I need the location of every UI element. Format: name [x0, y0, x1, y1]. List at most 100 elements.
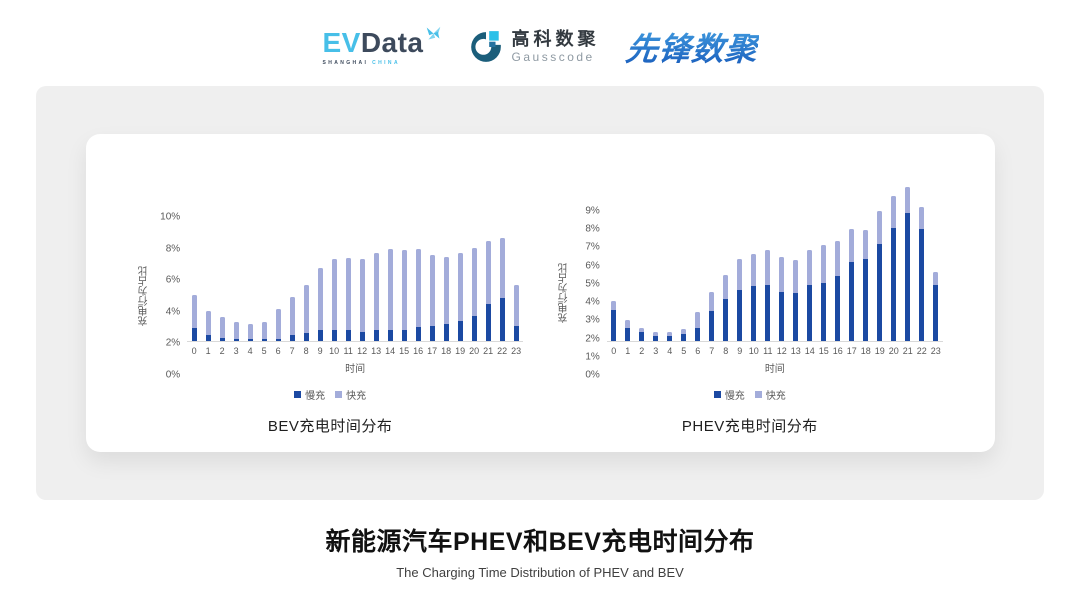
bar-hour-8 [719, 275, 733, 341]
bar-segment-slow [891, 228, 897, 341]
bar-hour-7 [285, 296, 299, 341]
bar-segment-fast [205, 311, 211, 335]
bar-hour-23 [509, 284, 523, 341]
bar-segment-fast [233, 322, 239, 340]
bar-hour-13 [789, 259, 803, 341]
bar-segment-fast [387, 249, 393, 330]
x-tick-label: 11 [343, 346, 353, 356]
bar-segment-fast [695, 312, 701, 328]
bar-segment-slow [807, 285, 813, 341]
x-tick-label: 9 [737, 346, 743, 356]
phev-chart-title: PHEV充电时间分布 [681, 418, 818, 435]
bar-segment-slow [667, 335, 673, 341]
bar-segment-fast [681, 328, 687, 335]
x-tick-label: 13 [371, 346, 382, 356]
bar-segment-fast [639, 327, 645, 333]
x-tick-label: 16 [413, 346, 424, 356]
y-tick-label: 10% [160, 211, 181, 223]
bar-segment-slow [919, 229, 925, 341]
x-tick-label: 7 [709, 346, 715, 356]
x-tick-label: 0 [611, 346, 617, 356]
x-tick-label: 2 [219, 346, 225, 356]
bar-segment-slow [303, 333, 309, 341]
evdata-sub-shanghai: SHANGHAI [322, 59, 369, 66]
bar-hour-13 [369, 252, 383, 341]
bar-segment-fast [891, 196, 897, 229]
bar-segment-fast [919, 206, 925, 230]
bar-hour-4 [243, 323, 257, 341]
y-tick-label: 6% [585, 260, 600, 272]
bev-chart: 充电行为占比 0% 2% 4% 6% 8% 10% 0 1 2 3 4 5 6 7 8 9 10 11 12 13 1… [137, 184, 524, 436]
y-tick-label: 2% [165, 337, 181, 349]
x-tick-label: 18 [860, 346, 871, 356]
legend-label: 快充 [346, 391, 367, 402]
bar-segment-slow [373, 330, 379, 341]
x-tick-label: 0 [191, 346, 197, 356]
bar-segment-slow [765, 285, 771, 341]
bar-segment-slow [681, 334, 687, 341]
bar-segment-slow [639, 332, 645, 341]
bev-plot-area [187, 184, 524, 342]
bar-hour-5 [677, 328, 691, 341]
x-tick-label: 4 [667, 346, 673, 356]
bar-hour-3 [229, 322, 243, 341]
bar-segment-fast [807, 249, 813, 286]
bar-hour-16 [411, 249, 425, 341]
legend-item-slow: 慢充 [294, 387, 325, 402]
bar-hour-9 [313, 267, 327, 341]
bar-segment-fast [303, 284, 309, 334]
phev-y-axis-ticks: 0% 1% 2% 3% 4% 5% 6% 7% 8% 9% [573, 206, 607, 381]
legend-label: 慢充 [305, 391, 326, 402]
bar-hour-6 [691, 312, 705, 341]
x-tick-label: 5 [681, 346, 687, 356]
bar-hour-20 [887, 196, 901, 341]
bar-segment-fast [821, 245, 827, 283]
x-tick-label: 19 [455, 346, 466, 356]
bar-segment-fast [317, 267, 323, 330]
bar-segment-slow [359, 331, 365, 341]
bar-hour-12 [355, 258, 369, 341]
x-tick-label: 16 [832, 346, 843, 356]
bar-hour-1 [621, 319, 635, 341]
bar-segment-slow [261, 339, 267, 341]
bar-segment-slow [821, 282, 827, 341]
bev-x-axis-label: 时间 [345, 364, 366, 375]
legend-label: 快充 [765, 391, 786, 402]
bar-segment-fast [331, 258, 337, 331]
charts-panel: 充电行为占比 0% 2% 4% 6% 8% 10% 0 1 2 3 4 5 6 7 8 9 10 11 12 13 1… [36, 86, 1044, 500]
bar-hour-15 [397, 249, 411, 341]
bar-segment-slow [863, 259, 869, 341]
xianfeng-logo: 先锋数聚 [623, 24, 760, 70]
x-tick-label: 6 [275, 346, 281, 356]
bar-segment-fast [751, 253, 757, 287]
x-tick-label: 8 [303, 346, 309, 356]
bar-hour-14 [383, 249, 397, 341]
bar-hour-7 [705, 291, 719, 341]
bar-segment-slow [345, 329, 351, 341]
x-tick-label: 1 [205, 346, 211, 356]
bar-hour-22 [915, 206, 929, 341]
y-tick-label: 7% [585, 241, 600, 253]
bar-segment-slow [247, 339, 253, 341]
evdata-logo: EV Data SHANGHAI CHINA [322, 26, 441, 66]
bar-segment-fast [667, 331, 673, 336]
y-tick-label: 5% [585, 278, 600, 290]
bar-hour-3 [649, 331, 663, 341]
gausscode-g-icon [470, 31, 501, 62]
x-tick-label: 3 [653, 346, 659, 356]
phev-chart: 充电行为占比 0% 1% 2% 3% 4% 5% 6% 7% 8% 9% 0 1 2 3 4 5 6 7 8 9 10… [557, 178, 943, 436]
bar-segment-slow [835, 276, 841, 341]
evdata-x-icon [426, 26, 440, 39]
bar-segment-slow [205, 334, 211, 341]
page-title: 新能源汽车PHEV和BEV充电时间分布 [325, 528, 755, 556]
bar-segment-fast [275, 309, 281, 339]
bar-hour-16 [831, 240, 845, 341]
phev-x-axis-label: 时间 [764, 364, 785, 375]
bar-segment-slow [695, 327, 701, 341]
bar-segment-fast [905, 186, 911, 214]
bar-hour-19 [873, 211, 887, 341]
bev-legend: 慢充 快充 [294, 387, 366, 402]
bar-segment-fast [877, 211, 883, 244]
bar-segment-slow [429, 326, 435, 341]
bar-segment-fast [653, 331, 659, 336]
